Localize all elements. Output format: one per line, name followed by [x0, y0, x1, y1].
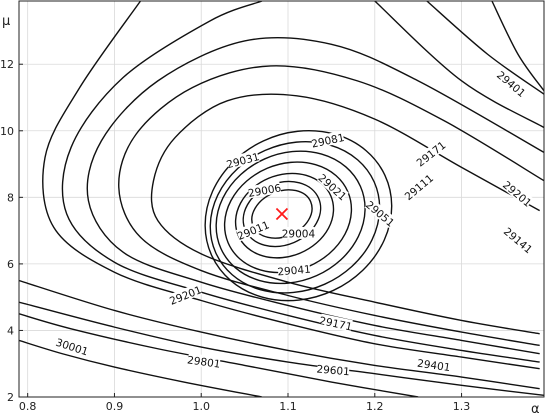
- axis-ticks: 0.8 0.9 1.0 1.1 1.2 1.3 2 4 6 8 10 12: [0, 58, 470, 413]
- minimum-marker: [275, 207, 289, 221]
- contour-label-text: 29041: [277, 264, 311, 279]
- y-tick-label: 6: [7, 258, 14, 271]
- contour-label-text: 29801: [186, 354, 221, 371]
- contour-label-bg: [502, 224, 535, 255]
- contour-label-bg: [417, 356, 451, 373]
- contour-line-29201: [426, 1, 544, 95]
- contour-label: 29111: [402, 171, 436, 203]
- contour-label-bg: [495, 68, 528, 99]
- y-axis-label: μ: [2, 14, 10, 29]
- contour-label-bg: [316, 362, 350, 377]
- contour-label: 29041: [277, 262, 311, 278]
- contour-line-29111: [118, 65, 544, 347]
- contour-label-text: 29006: [247, 182, 282, 200]
- y-tick-label: 4: [7, 324, 14, 337]
- contour-label-bg: [225, 149, 260, 170]
- contour-line-29031: [215, 150, 366, 285]
- plot-frame: [18, 0, 545, 398]
- contour-line-29401: [19, 279, 540, 390]
- contour-line-29401: [491, 1, 544, 92]
- x-tick-label: 1.2: [366, 400, 384, 413]
- x-axis-label: α: [531, 402, 540, 417]
- x-tick-label: 0.9: [106, 400, 124, 413]
- contour-label-bg: [414, 138, 447, 168]
- contour-label-text: 29031: [225, 151, 260, 171]
- x-tick-label: 1.0: [192, 400, 210, 413]
- contour-label-bg: [282, 226, 315, 239]
- contour-label-text: 29004: [282, 228, 316, 240]
- contour-line-29081: [150, 93, 541, 335]
- contour-line-29201: [42, 1, 540, 370]
- contour-label-bg: [247, 181, 282, 199]
- contour-label: 29006: [247, 181, 282, 200]
- contour-line-29141: [86, 36, 544, 355]
- contour-label-bg: [501, 178, 534, 209]
- contour-label-bg: [168, 283, 203, 307]
- contour-label-text: 29601: [316, 363, 350, 378]
- contour-label: 29401: [494, 68, 528, 100]
- contour-label-bg: [319, 313, 353, 333]
- contour-label-bg: [277, 262, 311, 277]
- contour-line-29041: [209, 140, 381, 294]
- x-tick-label: 0.8: [19, 400, 37, 413]
- contour-label: 30001: [54, 335, 90, 358]
- contour-label-text: 29081: [310, 132, 345, 151]
- y-tick-label: 12: [0, 58, 14, 71]
- contour-line-29171: [61, 1, 540, 363]
- contour-label: 29401: [416, 356, 451, 374]
- contour-label-bg: [364, 198, 397, 229]
- contour-line-29051: [204, 129, 393, 302]
- contour-label: 29801: [186, 352, 221, 371]
- contour-label: 29201: [500, 178, 534, 210]
- contour-label-bg: [317, 171, 349, 202]
- x-tick-label: 1.3: [453, 400, 471, 413]
- contour-line-30001: [19, 339, 263, 397]
- contour-label: 29081: [310, 130, 346, 151]
- minimum-marker-stroke: [275, 207, 289, 221]
- contour-label-bg: [187, 352, 221, 370]
- x-tick-label: 1.1: [279, 400, 297, 413]
- contour-label-bg: [55, 335, 90, 357]
- contour-label: 29201: [168, 283, 204, 308]
- contour-lines: [19, 1, 544, 397]
- contour-line-29601: [19, 301, 544, 397]
- contour-label: 29141: [501, 224, 535, 256]
- y-tick-label: 10: [0, 125, 14, 138]
- contour-label-bg: [310, 130, 345, 149]
- contour-label-text: 29401: [416, 358, 451, 375]
- contour-label-bg: [235, 218, 271, 242]
- y-tick-label: 8: [7, 191, 14, 204]
- contour-label: 29601: [316, 362, 350, 378]
- y-tick-label: 2: [7, 391, 14, 404]
- contour-line-29171: [374, 1, 544, 129]
- contour-label: 29004: [282, 226, 316, 240]
- contour-label-bg: [402, 171, 435, 202]
